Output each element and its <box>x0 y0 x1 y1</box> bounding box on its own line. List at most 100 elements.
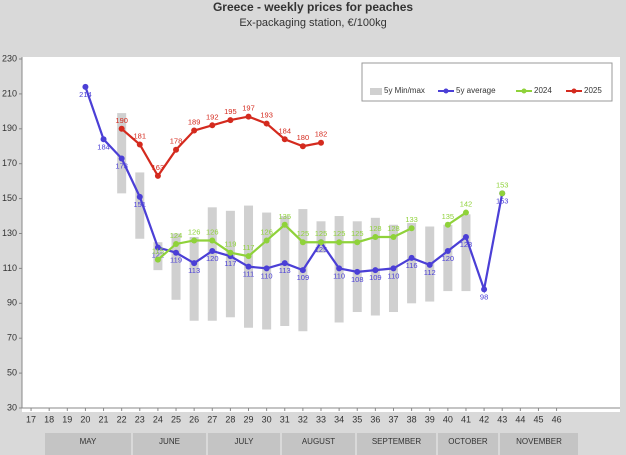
x-tick-label: 34 <box>334 414 344 424</box>
series-line <box>447 211 467 226</box>
x-tick-label: 28 <box>225 414 235 424</box>
x-tick-label: 33 <box>316 414 326 424</box>
point <box>136 193 143 200</box>
x-tick-label: 40 <box>443 414 453 424</box>
x-tick-label: 19 <box>62 414 72 424</box>
legend-box <box>361 62 613 102</box>
x-tick-label: 21 <box>99 414 109 424</box>
x-tick-label: 26 <box>189 414 199 424</box>
legend-swatch <box>521 88 527 94</box>
y-tick-label: 150 <box>2 193 17 203</box>
point <box>209 247 216 254</box>
minmax-bar <box>352 221 362 313</box>
month-label: MAY <box>80 437 97 446</box>
month-label: OCTOBER <box>448 437 488 446</box>
point <box>173 146 180 153</box>
point <box>481 286 488 293</box>
point <box>154 244 161 251</box>
value-label: 126 <box>206 227 219 236</box>
point <box>318 239 324 246</box>
point <box>354 268 361 275</box>
value-label: 182 <box>315 130 328 139</box>
point <box>281 221 288 228</box>
value-label: 128 <box>369 224 382 233</box>
point <box>82 83 89 90</box>
point <box>462 233 469 240</box>
x-tick-label: 25 <box>171 414 181 424</box>
y-tick-label: 130 <box>2 228 17 238</box>
point <box>299 143 306 150</box>
value-label: 197 <box>242 104 255 113</box>
point <box>336 239 343 246</box>
value-label: 126 <box>260 227 273 236</box>
month-band <box>133 433 206 455</box>
point <box>227 249 234 256</box>
x-tick-label: 42 <box>479 414 489 424</box>
value-label: 214 <box>79 90 92 99</box>
value-label: 110 <box>333 271 345 280</box>
x-tick-label: 45 <box>533 414 543 424</box>
x-tick-label: 27 <box>207 414 217 424</box>
point <box>299 267 306 274</box>
value-label: 111 <box>243 270 254 279</box>
month-label: AUGUST <box>302 437 335 446</box>
value-label: 112 <box>424 268 436 277</box>
chart-subtitle: Ex-packaging station, €/100kg <box>239 17 386 29</box>
y-tick-label: 90 <box>7 298 17 308</box>
value-label: 180 <box>297 133 310 142</box>
value-label: 192 <box>206 112 219 121</box>
point <box>408 254 415 261</box>
value-label: 135 <box>278 212 291 221</box>
value-label: 193 <box>260 111 273 120</box>
month-band <box>500 433 578 455</box>
x-tick-label: 43 <box>497 414 507 424</box>
x-tick-label: 29 <box>244 414 254 424</box>
point <box>444 221 451 228</box>
value-label: 125 <box>315 245 328 254</box>
y-tick-label: 110 <box>3 263 17 273</box>
x-tick-label: 23 <box>135 414 145 424</box>
point <box>299 239 306 246</box>
x-tick-label: 22 <box>117 414 127 424</box>
y-tick-label: 30 <box>7 402 17 412</box>
point <box>318 139 324 146</box>
value-label: 181 <box>134 131 147 140</box>
legend-swatch <box>443 88 449 94</box>
month-band <box>357 433 436 455</box>
value-label: 113 <box>188 266 200 275</box>
y-tick-label: 190 <box>2 123 17 133</box>
value-label: 109 <box>369 273 382 282</box>
value-label: 126 <box>188 227 201 236</box>
point <box>209 122 216 129</box>
x-tick-label: 39 <box>425 414 435 424</box>
x-tick-label: 35 <box>352 414 362 424</box>
value-label: 128 <box>387 224 400 233</box>
minmax-bar <box>153 242 163 271</box>
point <box>245 263 252 270</box>
value-label: 163 <box>152 163 165 172</box>
point <box>390 233 397 240</box>
x-tick-label: 44 <box>515 414 525 424</box>
point <box>372 233 379 240</box>
value-label: 117 <box>243 243 255 252</box>
y-tick-label: 230 <box>2 53 17 63</box>
value-label: 190 <box>115 116 128 125</box>
series-line <box>120 115 322 178</box>
minmax-bar <box>443 224 453 292</box>
value-label: 178 <box>170 137 183 146</box>
point <box>245 113 252 120</box>
value-label: 153 <box>496 180 509 189</box>
minmax-bar <box>316 221 326 253</box>
value-label: 125 <box>315 229 328 238</box>
x-tick-label: 31 <box>280 414 290 424</box>
point <box>408 225 415 232</box>
month-band <box>282 433 355 455</box>
point <box>118 125 125 132</box>
value-label: 153 <box>496 196 509 205</box>
value-label: 173 <box>115 161 128 170</box>
value-label: 110 <box>261 271 273 280</box>
minmax-bar <box>461 214 471 292</box>
value-label: 116 <box>406 261 418 270</box>
value-label: 195 <box>224 107 237 116</box>
